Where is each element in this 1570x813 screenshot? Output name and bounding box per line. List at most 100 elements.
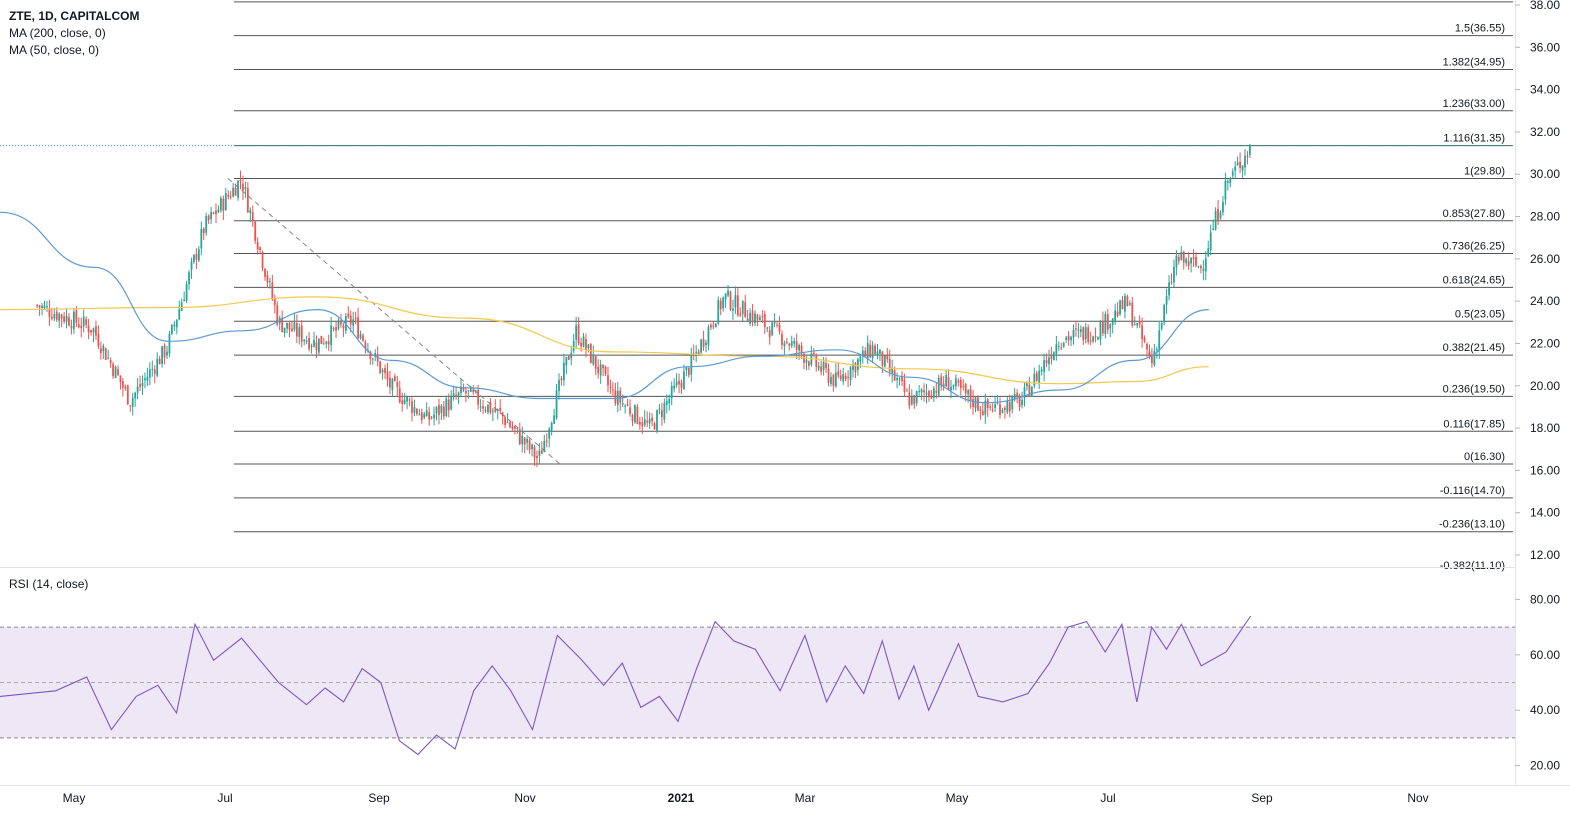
candle-85	[244, 181, 247, 198]
candle-455	[1151, 348, 1153, 368]
candle-body	[460, 386, 462, 394]
candle-268	[692, 344, 695, 361]
candle-body	[930, 395, 933, 399]
candle-body	[634, 405, 636, 423]
candle-body	[866, 343, 869, 359]
candle-body	[861, 350, 864, 357]
candle-312	[800, 342, 803, 359]
candle-body	[950, 386, 952, 391]
candle-344	[879, 349, 881, 361]
candle-305	[783, 340, 786, 355]
candle-367	[935, 382, 938, 399]
candle-368	[937, 374, 940, 398]
fib-label-3: 1.116(31.35)	[1443, 133, 1505, 145]
legend-symbol[interactable]: ZTE, 1D, CAPITALCOM	[9, 8, 139, 24]
candle-32	[114, 365, 117, 379]
candle-body	[553, 415, 555, 424]
candle-body	[1089, 340, 1092, 342]
candle-383	[974, 396, 977, 413]
candle-body	[276, 305, 279, 325]
candle-body	[555, 390, 558, 418]
candle-266	[687, 367, 690, 378]
candle-body	[514, 426, 516, 429]
candle-body	[604, 366, 607, 374]
candle-body	[347, 313, 350, 317]
candle-488	[1231, 168, 1234, 179]
candle-118	[325, 340, 328, 349]
price-axis[interactable]: 12.00 14.00 16.00 18.00 20.00 22.00 24.00 26.00…	[1515, 0, 1560, 562]
candle-body	[322, 343, 325, 345]
candle-468	[1182, 250, 1185, 270]
candle-299	[768, 326, 771, 345]
candle-body	[1094, 336, 1097, 338]
candle-body	[820, 366, 823, 373]
time-axis[interactable]: May Jul Sep Nov 2021 Mar May Jul Sep Nov	[63, 791, 1429, 805]
rsi-axis[interactable]: 20.00 40.00 60.00 80.00	[1515, 592, 1560, 773]
candle-369	[940, 373, 943, 391]
candle-body	[516, 428, 519, 430]
candle-body	[489, 402, 492, 413]
candle-body	[969, 388, 972, 402]
candle-body	[156, 358, 159, 376]
candle-294	[756, 313, 759, 327]
candle-body	[768, 330, 771, 338]
candle-body	[457, 392, 460, 397]
candle-424	[1075, 320, 1077, 337]
candle-353	[901, 371, 903, 387]
candle-441	[1116, 302, 1119, 318]
candle-304	[781, 330, 783, 350]
candle-body	[1148, 351, 1151, 357]
candle-51	[161, 345, 163, 368]
candle-362	[923, 383, 925, 402]
candle-408	[1035, 370, 1038, 382]
candle-423	[1072, 324, 1075, 345]
candle-449	[1136, 322, 1139, 329]
candle-251	[651, 413, 653, 427]
legend-rsi[interactable]: RSI (14, close)	[9, 577, 89, 591]
candle-233	[607, 366, 609, 393]
candle-226	[589, 342, 592, 364]
legend-ma50[interactable]: MA (50, close, 0)	[9, 43, 100, 57]
legend-ma200[interactable]: MA (200, close, 0)	[9, 26, 106, 40]
candle-body	[50, 316, 53, 319]
candle-329	[842, 367, 845, 385]
candle-body	[303, 339, 306, 342]
candle-body	[246, 188, 249, 213]
candle-body	[146, 376, 149, 381]
candle-4	[46, 300, 48, 312]
candle-157	[420, 408, 423, 424]
candle-body	[217, 209, 220, 213]
candle-body	[364, 342, 367, 349]
candle-307	[788, 342, 791, 351]
candle-body	[411, 401, 413, 413]
candle-body	[1146, 344, 1148, 350]
candle-body	[932, 388, 935, 398]
candle-181	[479, 399, 482, 412]
candle-body	[131, 397, 134, 407]
candle-237	[616, 381, 619, 413]
candle-body	[957, 380, 960, 383]
candle-body	[283, 327, 286, 334]
candle-150	[403, 393, 406, 405]
candle-body	[626, 404, 629, 406]
fib-label-2: 1.236(33.00)	[1443, 98, 1505, 110]
candle-416	[1055, 335, 1058, 361]
candle-body	[658, 408, 661, 410]
candle-body	[220, 198, 222, 211]
candle-279	[719, 297, 722, 316]
candle-115	[318, 338, 320, 355]
candle-body	[724, 293, 727, 300]
candle-body	[1182, 251, 1185, 263]
candle-450	[1138, 315, 1141, 328]
candle-body	[354, 318, 357, 320]
candle-body	[1165, 296, 1168, 305]
candle-body	[119, 375, 122, 383]
candle-body	[1187, 261, 1190, 266]
candle-body	[1006, 400, 1009, 413]
candle-389	[989, 403, 992, 411]
candle-138	[374, 349, 377, 361]
candle-452	[1143, 335, 1146, 344]
candle-body	[920, 389, 923, 393]
candle-body	[656, 410, 658, 432]
candle-483	[1219, 210, 1222, 220]
